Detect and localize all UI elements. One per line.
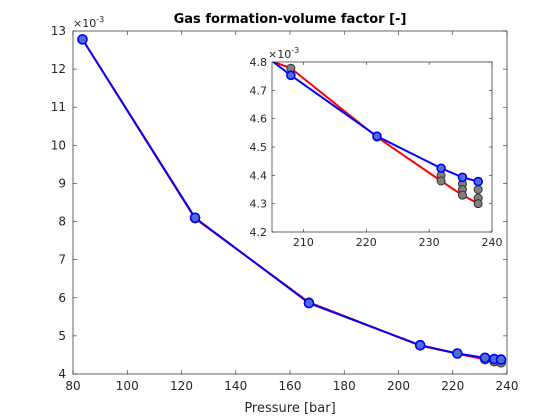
inset-axes: 210 220 230 240 4.2 4.3 4.4 4.5 4.6 4.7 4.8×10-3 (250, 46, 503, 249)
inset-y-tick-label: 4.3 (250, 198, 268, 211)
main-x-tick-label: 200 (387, 379, 410, 393)
inset-y-tick-label: 4.6 (250, 113, 268, 126)
inset-y-tick-label: 4.5 (250, 141, 268, 154)
inset-extra-marker (473, 185, 483, 194)
main-series-1-marker (303, 297, 315, 309)
main-y-tick-label: 9 (58, 176, 66, 190)
x-axis-label: Pressure [bar] (244, 401, 335, 416)
main-x-tick-label: 140 (224, 379, 247, 393)
main-series-1-marker (495, 354, 507, 365)
inset-series-1-marker (372, 131, 382, 142)
main-y-tick-label: 10 (51, 138, 66, 152)
inset-series-1-marker (286, 70, 296, 81)
inset-y-tick-label: 4.2 (250, 226, 268, 239)
main-axes-box (72, 30, 508, 375)
main-x-tick-label: 220 (441, 379, 464, 393)
inset-plot-area (272, 62, 492, 232)
main-series-1-marker (77, 34, 88, 45)
main-y-tick-label: 5 (58, 329, 66, 343)
chart-title: Gas formation-volume factor [-] (174, 12, 407, 27)
main-series-1-marker (479, 352, 491, 364)
inset-axes-box (271, 61, 493, 233)
main-x-tick-label: 240 (496, 379, 519, 393)
main-x-tick-label: 160 (279, 379, 302, 393)
main-x-tick-label: 180 (333, 379, 356, 393)
inset-x-tick-label: 210 (293, 236, 314, 249)
inset-series-0-marker (457, 190, 467, 200)
main-series-1-marker (414, 339, 426, 351)
inset-series-1-marker (436, 163, 446, 174)
inset-x-tick-label: 230 (419, 236, 440, 249)
main-y-tick-label: 13 (51, 24, 66, 38)
inset-x-tick-label: 220 (356, 236, 377, 249)
inset-series-1-marker (457, 172, 468, 183)
main-y-tick-label: 4 (58, 367, 66, 381)
inset-series-0-marker (473, 199, 483, 209)
inset-series-0-marker (436, 176, 446, 186)
main-y-tick-label: 7 (58, 253, 66, 267)
inset-y-tick-label: 4.8 (250, 56, 268, 69)
main-y-exponent-label: ×10-3 (73, 15, 104, 30)
inset-y-tick-label: 4.7 (250, 84, 268, 97)
inset-series-1-marker (473, 176, 483, 187)
main-y-tick-label: 8 (58, 215, 66, 229)
inset-y-tick-label: 4.4 (250, 169, 268, 182)
main-series-1-marker (189, 212, 201, 224)
main-y-tick-label: 11 (51, 100, 66, 114)
inset-x-tick-label: 240 (482, 236, 503, 249)
main-series-1-marker (452, 348, 463, 359)
main-y-tick-label: 12 (51, 62, 66, 76)
inset-y-exponent-label: ×10-3 (268, 46, 299, 61)
main-x-tick-label: 120 (170, 379, 193, 393)
main-x-tick-label: 100 (116, 379, 139, 393)
main-y-tick-label: 6 (58, 291, 66, 305)
main-x-tick-label: 80 (65, 379, 80, 393)
